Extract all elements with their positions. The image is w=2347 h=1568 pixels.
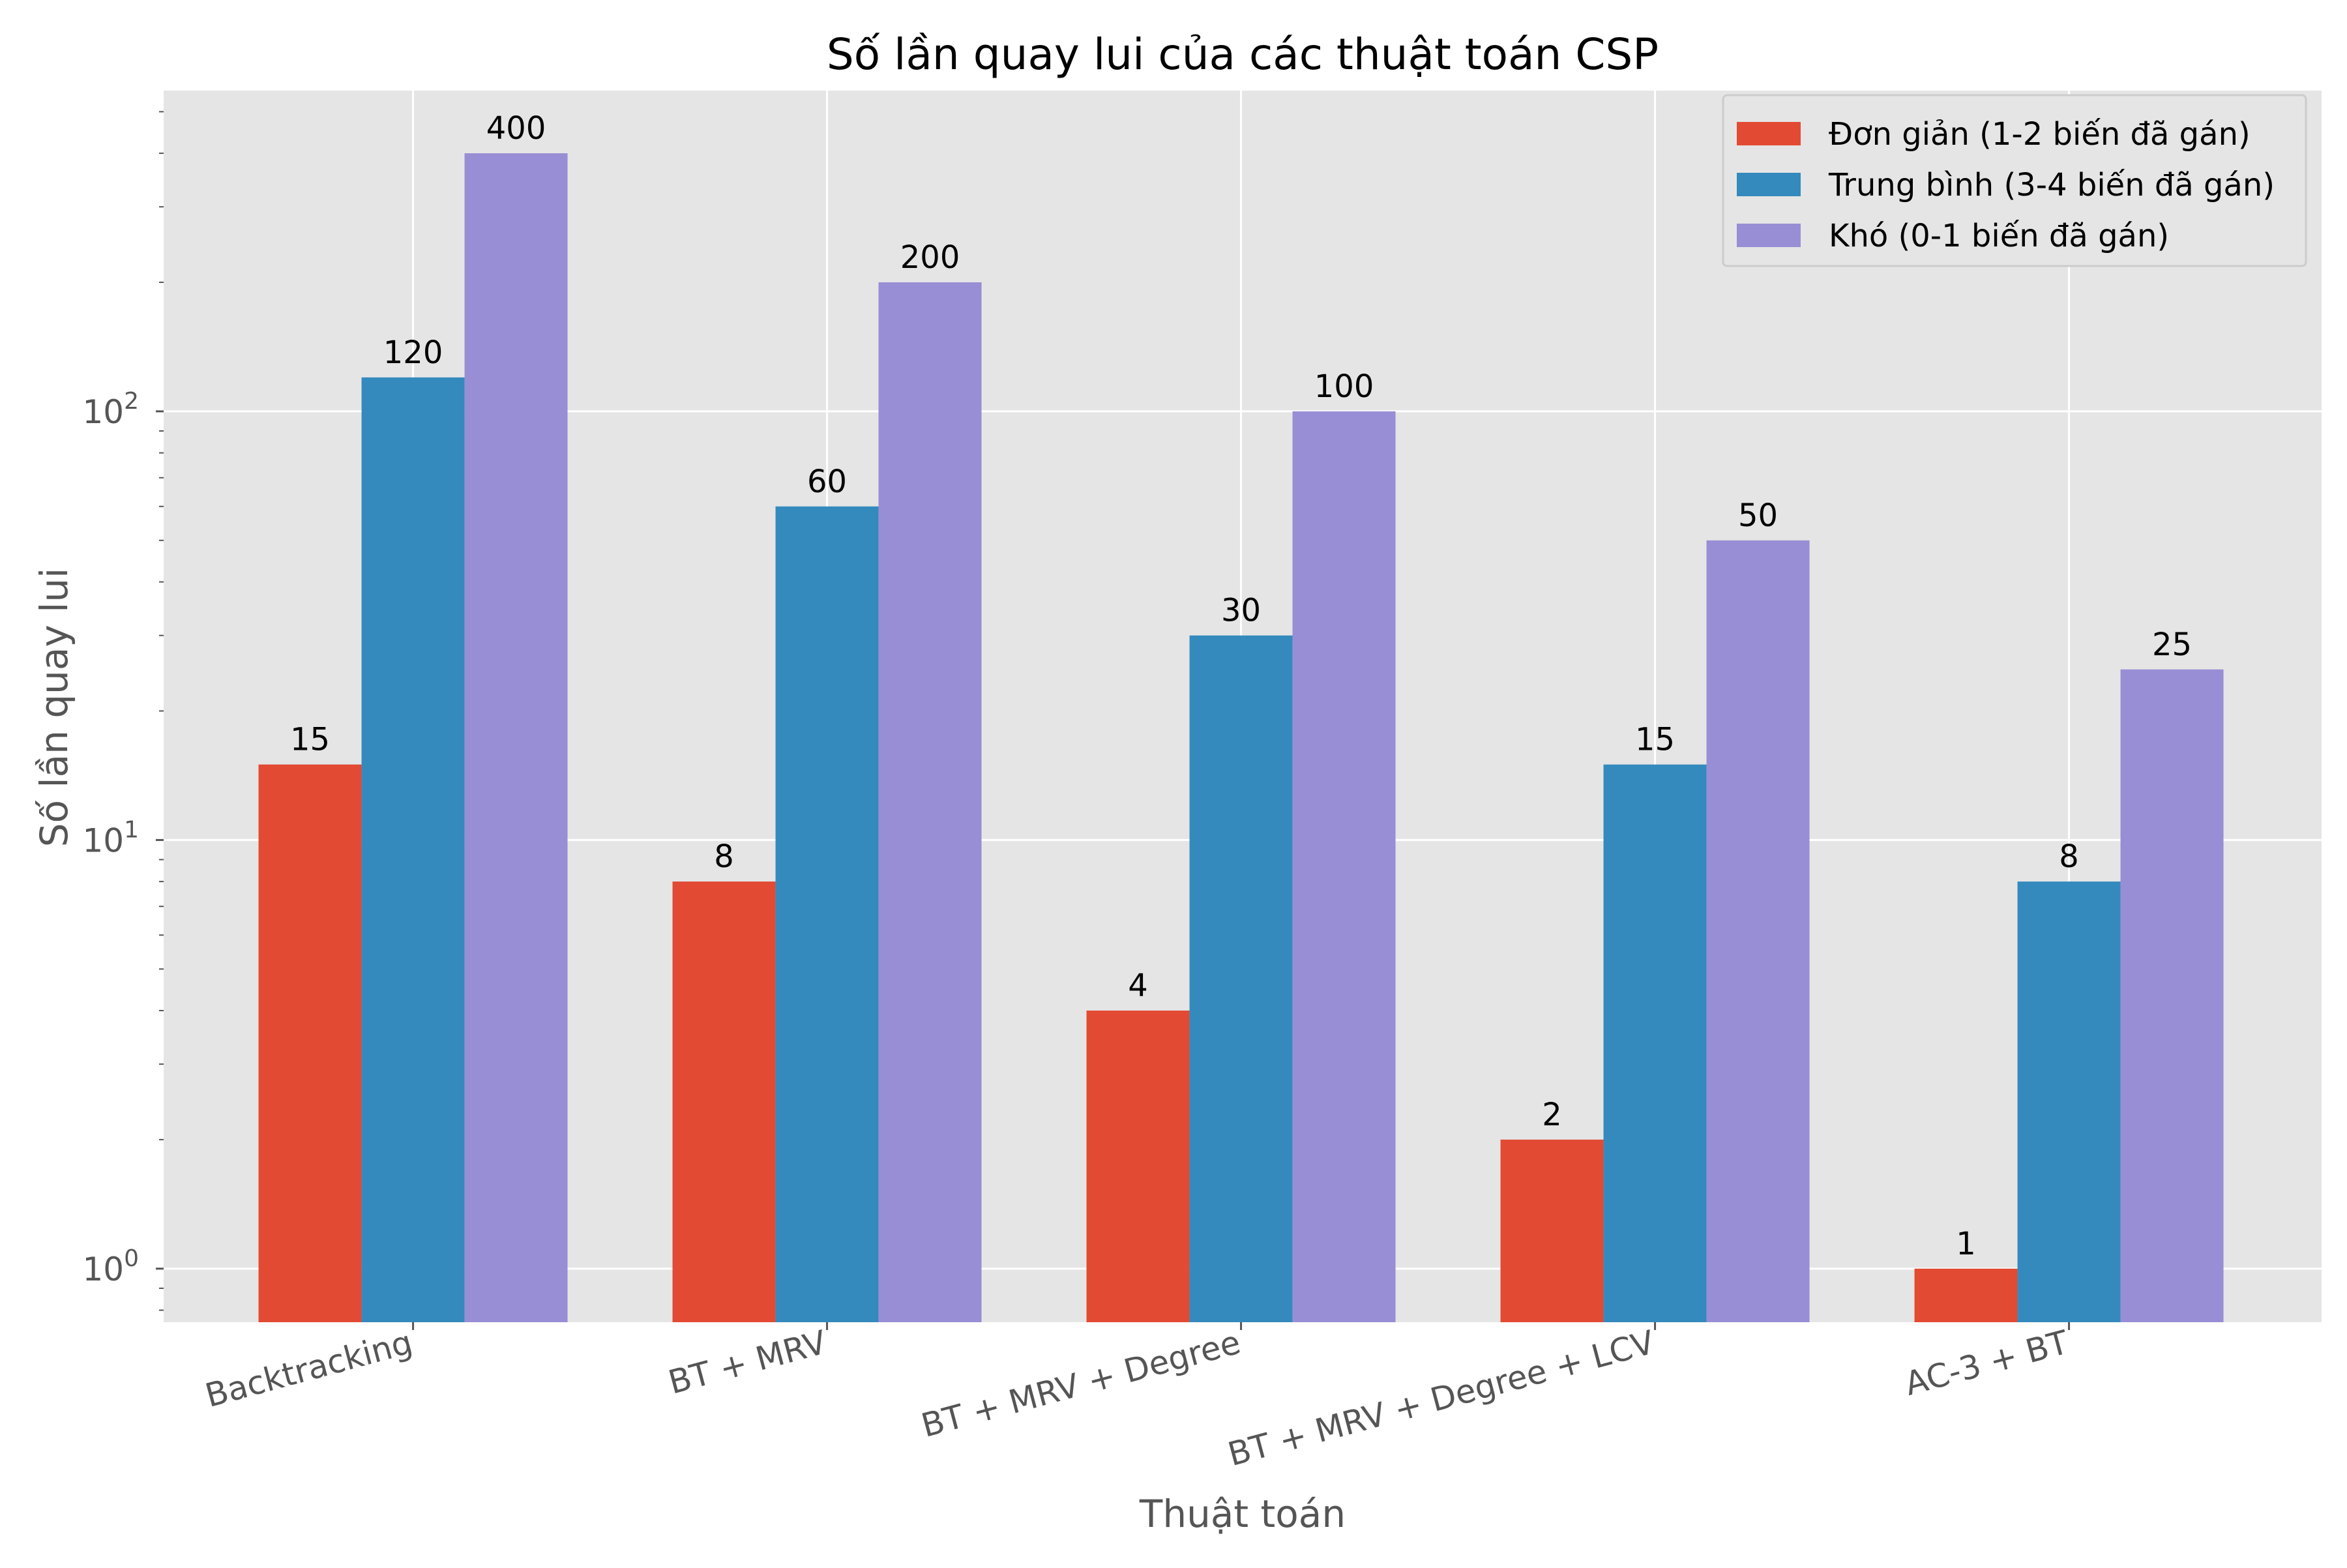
bar-value-label: 60 bbox=[807, 464, 847, 500]
y-axis-label: Số lần quay lui bbox=[32, 568, 76, 847]
legend-label: Trung bình (3-4 biến đã gán) bbox=[1828, 167, 2275, 203]
bar bbox=[1500, 1139, 1604, 1322]
legend: Đơn giản (1-2 biến đã gán) Trung bình (3-… bbox=[1722, 94, 2307, 267]
y-axis: 100 101 102 bbox=[82, 111, 164, 1311]
legend-swatch bbox=[1737, 122, 1801, 145]
bar-value-label: 15 bbox=[290, 722, 330, 758]
bar bbox=[2120, 669, 2224, 1322]
x-axis-label: Thuật toán bbox=[1139, 1492, 1346, 1536]
bar-value-labels: 15 8 4 2 1 120 60 30 15 8 400 200 100 50 25 bbox=[290, 110, 2192, 1262]
bar-value-label: 200 bbox=[900, 239, 960, 276]
bar-value-label: 1 bbox=[1956, 1226, 1976, 1262]
bar-value-label: 4 bbox=[1128, 968, 1148, 1004]
bar-value-label: 120 bbox=[383, 334, 443, 371]
bar bbox=[1603, 764, 1707, 1322]
y-tick-label: 101 bbox=[82, 816, 139, 859]
bar bbox=[1086, 1011, 1190, 1322]
legend-frame bbox=[1722, 94, 2307, 267]
bar-value-label: 15 bbox=[1635, 722, 1675, 758]
bar-value-label: 50 bbox=[1738, 497, 1778, 534]
bar bbox=[2017, 881, 2121, 1322]
bar bbox=[1706, 540, 1810, 1322]
bar-value-label: 25 bbox=[2152, 627, 2192, 663]
legend-label: Khó (0-1 biến đã gán) bbox=[1829, 218, 2169, 254]
bar bbox=[775, 506, 879, 1322]
bar bbox=[1292, 411, 1396, 1322]
bar-value-label: 8 bbox=[2059, 838, 2079, 875]
bar-value-label: 8 bbox=[714, 838, 734, 875]
bar-value-label: 100 bbox=[1314, 368, 1374, 405]
legend-swatch bbox=[1737, 173, 1801, 196]
bar bbox=[878, 282, 982, 1322]
bar bbox=[258, 764, 362, 1322]
bar-value-label: 30 bbox=[1221, 593, 1261, 629]
y-tick-label: 100 bbox=[82, 1245, 139, 1288]
chart-title: Số lần quay lui của các thuật toán CSP bbox=[827, 29, 1659, 80]
bar bbox=[672, 881, 776, 1322]
bar bbox=[464, 153, 568, 1322]
bar-value-label: 2 bbox=[1542, 1097, 1562, 1133]
bar-value-label: 400 bbox=[486, 110, 546, 147]
bar bbox=[1189, 635, 1293, 1322]
legend-label: Đơn giản (1-2 biến đã gán) bbox=[1829, 116, 2251, 153]
legend-swatch bbox=[1737, 224, 1801, 247]
bar bbox=[361, 377, 465, 1322]
y-tick-label: 102 bbox=[82, 388, 139, 431]
bars bbox=[258, 153, 2224, 1322]
bar bbox=[1914, 1268, 2018, 1322]
